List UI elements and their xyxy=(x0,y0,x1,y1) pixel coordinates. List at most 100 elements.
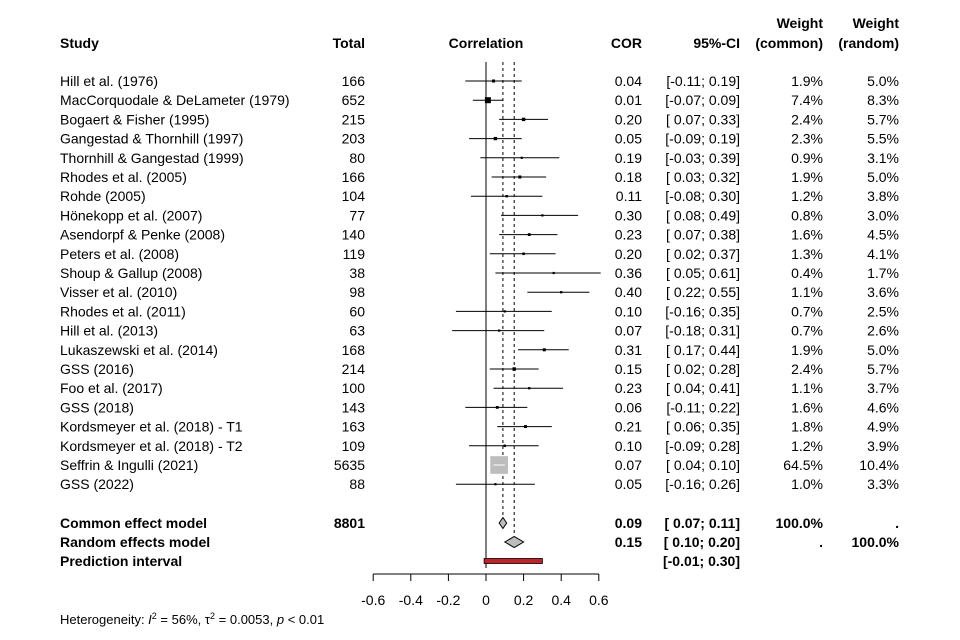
header-ci: 95%-CI xyxy=(693,35,740,51)
study-ci: [ 0.05; 0.61] xyxy=(666,265,740,281)
common-effect-weight-random: . xyxy=(895,515,899,531)
x-tick-label: -0.6 xyxy=(361,592,385,608)
study-ci: [ 0.07; 0.38] xyxy=(666,227,740,243)
study-ci: [ 0.22; 0.55] xyxy=(666,284,740,300)
study-total: 88 xyxy=(349,476,365,492)
study-ci: [ 0.06; 0.35] xyxy=(666,419,740,435)
study-name: Peters et al. (2008) xyxy=(60,246,179,262)
study-total: 60 xyxy=(349,303,365,319)
study-weight-common: 2.3% xyxy=(791,131,823,147)
study-ci: [-0.16; 0.35] xyxy=(665,303,740,319)
study-ci: [ 0.02; 0.28] xyxy=(666,361,740,377)
study-square xyxy=(503,444,507,448)
study-ci: [-0.03; 0.39] xyxy=(665,150,740,166)
study-cor: 0.05 xyxy=(615,131,642,147)
study-weight-common: 2.4% xyxy=(791,361,823,377)
study-weight-random: 10.4% xyxy=(859,457,899,473)
tau-exponent: 2 xyxy=(210,611,215,621)
study-square xyxy=(503,310,506,313)
random-effects-cor: 0.15 xyxy=(615,534,642,550)
study-cor: 0.11 xyxy=(616,188,642,204)
study-cor: 0.23 xyxy=(615,380,642,396)
study-cor: 0.30 xyxy=(615,207,642,223)
study-weight-common: 1.2% xyxy=(791,188,823,204)
study-square xyxy=(521,117,526,122)
header-random: (random) xyxy=(838,35,899,51)
x-tick-label: -0.2 xyxy=(436,592,460,608)
study-name: GSS (2016) xyxy=(60,361,134,377)
common-effect-diamond xyxy=(498,516,508,530)
study-name: GSS (2018) xyxy=(60,399,134,415)
study-cor: 0.06 xyxy=(615,399,642,415)
study-weight-random: 2.5% xyxy=(867,303,899,319)
p-value: < 0.01 xyxy=(284,612,324,627)
study-ci: [-0.11; 0.19] xyxy=(666,73,740,89)
x-tick-label: 0 xyxy=(482,592,490,608)
study-weight-random: 5.5% xyxy=(867,131,899,147)
common-effect-ci: [ 0.07; 0.11] xyxy=(665,515,741,531)
study-name: Bogaert & Fisher (1995) xyxy=(60,111,209,127)
study-square xyxy=(494,483,497,486)
study-total: 38 xyxy=(349,265,365,281)
study-weight-random: 2.6% xyxy=(867,323,899,339)
study-name: Hill et al. (2013) xyxy=(60,323,158,339)
study-total: 104 xyxy=(342,188,366,204)
study-name: Lukaszewski et al. (2014) xyxy=(60,342,218,358)
study-name: Rohde (2005) xyxy=(60,188,146,204)
study-name: Gangestad & Thornhill (1997) xyxy=(60,131,243,147)
random-effects-weight-random: 100.0% xyxy=(852,534,900,550)
x-tick-label: 0.2 xyxy=(514,592,534,608)
tau-value: = 0.0053, xyxy=(215,612,277,627)
study-weight-common: 1.6% xyxy=(791,399,823,415)
study-weight-random: 5.0% xyxy=(867,342,899,358)
random-effects-diamond xyxy=(503,535,525,549)
study-square xyxy=(518,175,522,179)
study-cor: 0.20 xyxy=(615,246,642,262)
study-name: Visser et al. (2010) xyxy=(60,284,177,300)
study-weight-common: 1.9% xyxy=(791,342,823,358)
study-weight-common: 1.1% xyxy=(791,380,823,396)
study-ci: [ 0.04; 0.10] xyxy=(666,457,740,473)
study-weight-common: 1.9% xyxy=(791,73,823,89)
study-name: Hill et al. (1976) xyxy=(60,73,158,89)
header-weight-random: Weight xyxy=(853,15,900,31)
x-tick-label: -0.4 xyxy=(399,592,423,608)
study-cor: 0.36 xyxy=(615,265,642,281)
study-square xyxy=(522,252,525,256)
study-ci: [ 0.07; 0.33] xyxy=(666,111,740,127)
study-weight-random: 5.7% xyxy=(867,361,899,377)
study-total: 98 xyxy=(349,284,365,300)
study-cor: 0.23 xyxy=(615,227,642,243)
header-weight-common: Weight xyxy=(777,15,824,31)
study-ci: [ 0.02; 0.37] xyxy=(666,246,740,262)
study-square xyxy=(492,79,496,83)
study-cor: 0.15 xyxy=(615,361,642,377)
study-total: 100 xyxy=(342,380,366,396)
study-cor: 0.40 xyxy=(615,284,642,300)
tau-symbol: τ xyxy=(205,612,211,627)
study-ci: [ 0.17; 0.44] xyxy=(666,342,740,358)
common-effect-cor: 0.09 xyxy=(615,515,642,531)
study-total: 652 xyxy=(342,92,366,108)
study-name: Rhodes et al. (2011) xyxy=(60,303,186,319)
i2-symbol: I xyxy=(148,612,152,627)
study-weight-random: 3.9% xyxy=(867,438,899,454)
study-ci: [-0.11; 0.22] xyxy=(666,399,740,415)
study-rows: Hill et al. (1976) 166 0.04 [-0.11; 0.19] 1.… xyxy=(60,73,899,492)
study-ci: [-0.07; 0.09] xyxy=(665,92,740,108)
study-square xyxy=(520,156,523,159)
study-cor: 0.07 xyxy=(615,457,642,473)
study-cor: 0.18 xyxy=(615,169,642,185)
study-name: Hönekopp et al. (2007) xyxy=(60,207,202,223)
study-ci: [ 0.08; 0.49] xyxy=(666,207,740,223)
study-square xyxy=(495,406,499,409)
study-weight-common: 0.7% xyxy=(791,303,823,319)
study-total: 80 xyxy=(349,150,365,166)
header-total: Total xyxy=(333,35,365,51)
x-axis: -0.6 -0.4 -0.2 0 0.2 0.4 0.6 xyxy=(361,573,609,608)
study-weight-common: 1.0% xyxy=(791,476,823,492)
study-weight-common: 0.7% xyxy=(791,323,823,339)
study-cor: 0.07 xyxy=(615,323,642,339)
header-study: Study xyxy=(60,35,99,51)
study-name: GSS (2022) xyxy=(60,476,134,492)
